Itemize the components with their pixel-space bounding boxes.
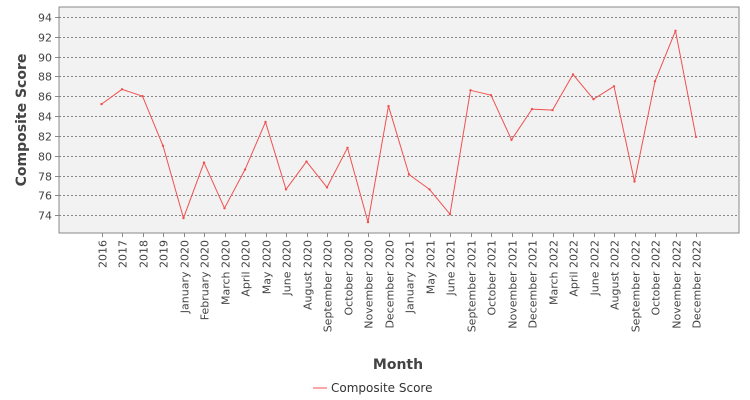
x-axis-title: Month [373,357,423,373]
data-point [633,180,636,183]
data-point [325,186,329,189]
x-axis-ticks: 2016 2017 2018 2019 January 2020 February 202… [97,233,704,332]
x-tick-label: January 2021 [404,240,417,314]
data-point [243,168,247,171]
series-line [101,30,697,223]
y-tick-label: 76 [38,190,52,203]
x-tick-label: October 2020 [343,240,356,316]
x-tick-label: December 2021 [527,240,540,329]
plot-area [58,6,740,234]
x-tick-label: December 2020 [384,240,397,329]
x-tick-label: April 2020 [240,240,253,297]
x-tick-label: October 2022 [650,240,663,316]
x-tick-label: May 2020 [261,240,274,294]
x-tick-label: March 2020 [220,240,233,305]
data-point [161,144,165,147]
x-tick-label: September 2020 [322,240,335,332]
data-point [571,73,575,76]
x-tick-label: June 2022 [589,240,602,296]
y-tick-label: 90 [38,52,52,65]
y-tick-label: 80 [38,151,52,164]
data-point [100,102,103,106]
y-axis-ticks: 74 76 78 80 82 84 86 88 90 92 94 [38,12,59,223]
x-tick-label: 2016 [97,240,110,268]
data-point [674,29,677,32]
x-tick-label: October 2021 [486,240,499,316]
data-point [653,80,657,83]
x-tick-label: August 2022 [609,240,622,310]
data-point [612,85,616,88]
y-tick-label: 94 [38,12,52,25]
x-tick-label: January 2020 [179,240,192,314]
x-tick-label: November 2022 [671,240,684,329]
legend: Composite Score [313,381,432,395]
data-point [366,220,370,224]
gridlines [59,17,739,216]
data-point [264,120,267,124]
data-point [510,138,513,141]
x-tick-label: June 2020 [281,240,294,296]
x-tick-label: 2019 [158,240,171,268]
y-tick-label: 82 [38,131,52,144]
data-point [141,95,144,98]
data-point [407,173,411,176]
x-tick-label: 2018 [138,240,151,268]
data-point [346,146,349,149]
data-point [305,160,308,163]
data-point [592,98,595,101]
series-layer [100,29,698,224]
x-tick-label: March 2022 [548,240,561,305]
x-tick-label: April 2022 [568,240,581,297]
x-tick-label: May 2021 [425,240,438,294]
data-point [448,213,452,216]
y-tick-label: 78 [38,171,52,184]
data-point [694,135,698,139]
x-tick-label: December 2022 [691,240,704,329]
legend-label: Composite Score [331,381,432,395]
data-point [120,88,124,91]
x-tick-label: June 2021 [445,240,458,296]
data-point [284,188,288,191]
x-tick-label: February 2020 [199,240,212,320]
y-axis-title: Composite Score [14,54,30,187]
data-point [551,108,554,112]
x-tick-label: November 2021 [507,240,520,329]
y-tick-label: 86 [38,91,52,104]
data-point [387,104,390,108]
data-point [530,107,534,111]
y-tick-label: 74 [38,210,52,223]
data-point [469,89,472,92]
x-tick-label: November 2020 [363,240,376,329]
y-tick-label: 92 [38,32,52,45]
data-point [428,188,431,191]
data-point [182,216,185,220]
x-tick-label: September 2022 [630,240,643,332]
x-tick-label: September 2021 [466,240,479,332]
data-point [489,94,493,97]
data-point [202,161,206,164]
y-tick-label: 84 [38,111,52,124]
x-tick-label: August 2020 [302,240,315,310]
y-tick-label: 88 [38,71,52,84]
y-axis-title-text: Composite Score [14,54,30,187]
data-point [223,207,226,210]
x-tick-label: 2017 [117,240,130,268]
